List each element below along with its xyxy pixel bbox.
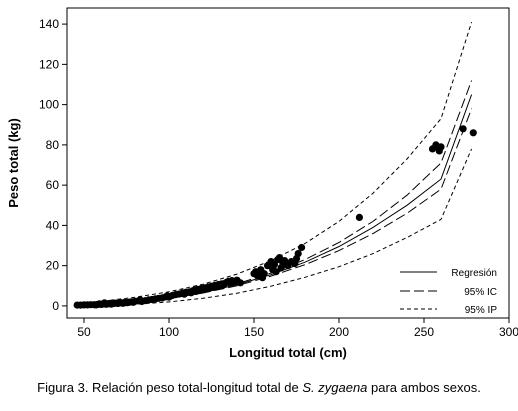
data-point: [281, 257, 289, 265]
data-point: [270, 261, 278, 269]
legend-label: Regresión: [451, 268, 497, 279]
ci-lower-line: [75, 108, 473, 306]
caption-suffix: para ambos sexos.: [367, 380, 481, 395]
y-axis-title: Peso total (kg): [6, 118, 21, 208]
y-tick-label: 120: [39, 57, 59, 71]
pi-lower-line: [75, 148, 473, 307]
data-point: [260, 270, 268, 278]
pi-upper-line: [75, 21, 473, 304]
data-point: [459, 125, 467, 133]
figure-caption: Figura 3. Relación peso total-longitud t…: [0, 380, 518, 395]
y-tick-label: 100: [39, 98, 59, 112]
x-tick-label: 300: [499, 325, 518, 339]
legend: Regresión 95% IC 95% IP: [400, 268, 497, 316]
data-points: [73, 125, 477, 309]
caption-prefix: Figura 3. Relación peso total-longitud t…: [37, 380, 303, 395]
y-axis-ticks: 0 20 40 60 80 100 120 140: [39, 17, 67, 313]
x-tick-label: 100: [159, 325, 179, 339]
data-point: [469, 129, 477, 137]
data-point: [437, 143, 445, 151]
y-tick-label: 140: [39, 17, 59, 31]
data-point: [294, 250, 302, 258]
data-point: [272, 268, 280, 276]
x-tick-label: 150: [244, 325, 264, 339]
y-tick-label: 40: [46, 218, 60, 232]
y-tick-label: 20: [46, 259, 60, 273]
legend-label: 95% IC: [464, 287, 497, 298]
scatter-chart: 50 100 150 200 250 300 0 20 40 60 80 100 120 140 Lon…: [6, 7, 518, 360]
caption-species: S. zygaena: [302, 380, 368, 395]
plot-frame: [66, 7, 510, 319]
y-tick-label: 80: [46, 138, 60, 152]
x-tick-label: 250: [414, 325, 434, 339]
x-axis-ticks: 50 100 150 200 250 300: [77, 318, 518, 339]
x-axis-title: Longitud total (cm): [229, 345, 347, 360]
legend-label: 95% IP: [465, 305, 498, 316]
data-point: [236, 279, 244, 287]
y-tick-label: 60: [46, 178, 60, 192]
x-tick-label: 50: [77, 325, 91, 339]
data-point: [298, 243, 306, 252]
x-tick-label: 200: [329, 325, 349, 339]
y-tick-label: 0: [52, 299, 59, 313]
data-point: [355, 213, 363, 221]
